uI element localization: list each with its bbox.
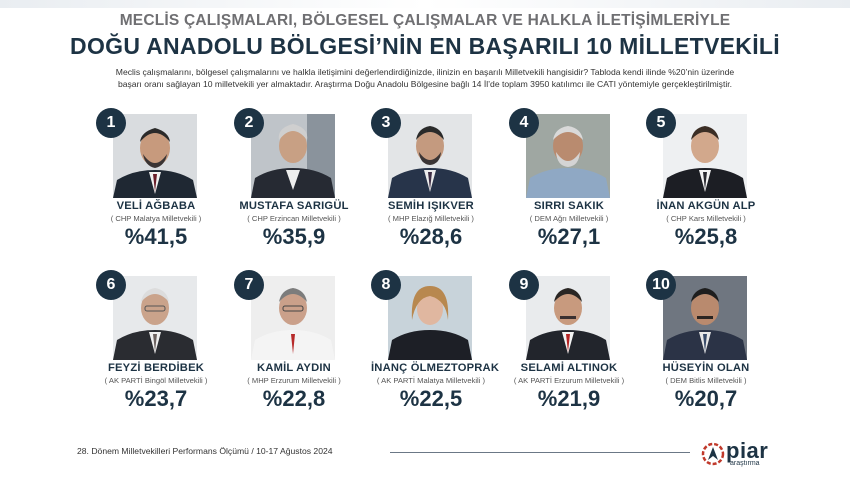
- mp-percent: %22,5: [399, 386, 463, 411]
- mp-photo: [113, 276, 197, 360]
- mp-name: SIRRI SAKIK: [534, 200, 604, 212]
- mp-name: SELAMİ ALTINOK: [520, 362, 618, 374]
- mp-party: ( CHP Erzincan Milletvekili ): [247, 214, 341, 223]
- mp-card-9: 9 SELAMİ ALTINOK ( AK PARTİ Erzurum Mill…: [509, 270, 645, 420]
- mp-name: FEYZİ BERDİBEK: [107, 362, 205, 374]
- rank-badge: 5: [646, 108, 676, 138]
- mp-party: ( MHP Erzurum Milletvekili ): [247, 376, 341, 385]
- mp-party: ( CHP Kars Milletvekili ): [666, 214, 746, 223]
- logo-word: piar: [726, 438, 769, 463]
- mp-card-1: 1 VELİ AĞBABA ( CHP Malatya Milletvekili…: [96, 108, 232, 258]
- mp-name: KAMİL AYDIN: [257, 362, 331, 374]
- mp-percent: %23,7: [124, 386, 188, 411]
- rank-badge: 2: [234, 108, 264, 138]
- mp-card-10: 10 HÜSEYİN OLAN ( DEM Bitlis Milletvekil…: [646, 270, 782, 420]
- description-line: başarı oranı sağlayan 10 milletvekili ye…: [117, 79, 733, 89]
- mp-name: İNAN AKGÜN ALP: [656, 200, 756, 212]
- description-line: Meclis çalışmalarını, bölgesel çalışmala…: [115, 67, 735, 77]
- mp-percent: %25,8: [674, 224, 738, 249]
- supertitle: MECLİS ÇALIŞMALARI, BÖLGESEL ÇALIŞMALAR …: [119, 12, 731, 29]
- rank-badge: 8: [371, 270, 401, 300]
- mp-party: ( DEM Ağrı Milletvekili ): [529, 214, 609, 223]
- piar-logo: piar araştırma: [700, 438, 790, 470]
- mp-card-4: 4 SIRRI SAKIK ( DEM Ağrı Milletvekili ) …: [509, 108, 645, 258]
- mp-card-6: 6 FEYZİ BERDİBEK ( AK PARTİ Bingöl Mille…: [96, 270, 232, 420]
- mp-card-5: 5 İNAN AKGÜN ALP ( CHP Kars Milletvekili…: [646, 108, 782, 258]
- mp-photo: [251, 276, 335, 360]
- rank-badge: 9: [509, 270, 539, 300]
- mp-photo: [113, 114, 197, 198]
- mp-photo: [251, 114, 335, 198]
- mp-photo: [663, 276, 747, 360]
- survey-footnote: 28. Dönem Milletvekilleri Performans Ölç…: [77, 446, 333, 456]
- rank-badge: 7: [234, 270, 264, 300]
- mp-party: ( AK PARTİ Malatya Milletvekili ): [376, 376, 486, 385]
- mp-name: İNANÇ ÖLMEZTOPRAK: [371, 362, 500, 374]
- rank-badge: 6: [96, 270, 126, 300]
- rank-badge: 1: [96, 108, 126, 138]
- mp-card-7: 7 KAMİL AYDIN ( MHP Erzurum Milletvekili…: [234, 270, 370, 420]
- mp-card-2: 2 MUSTAFA SARIGÜL ( CHP Erzincan Milletv…: [234, 108, 370, 258]
- mp-name: SEMİH IŞIKVER: [388, 200, 474, 212]
- mp-photo: [388, 114, 472, 198]
- footer-divider: [390, 452, 690, 453]
- mp-party: ( CHP Malatya Milletvekili ): [110, 214, 202, 223]
- mp-name: MUSTAFA SARIGÜL: [239, 200, 349, 212]
- mp-percent: %28,6: [399, 224, 463, 249]
- mp-percent: %41,5: [124, 224, 188, 249]
- mp-party: ( DEM Bitlis Milletvekili ): [665, 376, 747, 385]
- top-band: [0, 0, 850, 8]
- mp-photo: [388, 276, 472, 360]
- mp-party: ( AK PARTİ Erzurum Milletvekili ): [513, 376, 625, 385]
- mp-photo: [526, 114, 610, 198]
- logo-subtext: araştırma: [730, 460, 760, 467]
- mp-percent: %22,8: [262, 386, 326, 411]
- mp-percent: %27,1: [537, 224, 601, 249]
- description: Meclis çalışmalarını, bölgesel çalışmala…: [60, 66, 790, 90]
- rank-badge: 10: [646, 270, 676, 300]
- piar-logo-icon: [701, 442, 725, 466]
- mp-name: VELİ AĞBABA: [116, 200, 196, 212]
- mp-photo: [526, 276, 610, 360]
- mp-photo: [663, 114, 747, 198]
- mp-percent: %35,9: [262, 224, 326, 249]
- mp-party: ( MHP Elazığ Milletvekili ): [388, 214, 474, 223]
- rank-badge: 3: [371, 108, 401, 138]
- mp-card-3: 3 SEMİH IŞIKVER ( MHP Elazığ Milletvekil…: [371, 108, 507, 258]
- mp-name: HÜSEYİN OLAN: [662, 362, 750, 374]
- rank-badge: 4: [509, 108, 539, 138]
- mp-percent: %20,7: [674, 386, 738, 411]
- page-title: DOĞU ANADOLU BÖLGESİ’NİN EN BAŞARILI 10 …: [70, 33, 780, 59]
- mp-percent: %21,9: [537, 386, 601, 411]
- mp-party: ( AK PARTİ Bingöl Milletvekili ): [104, 376, 208, 385]
- mp-card-8: 8 İNANÇ ÖLMEZTOPRAK ( AK PARTİ Malatya M…: [371, 270, 507, 420]
